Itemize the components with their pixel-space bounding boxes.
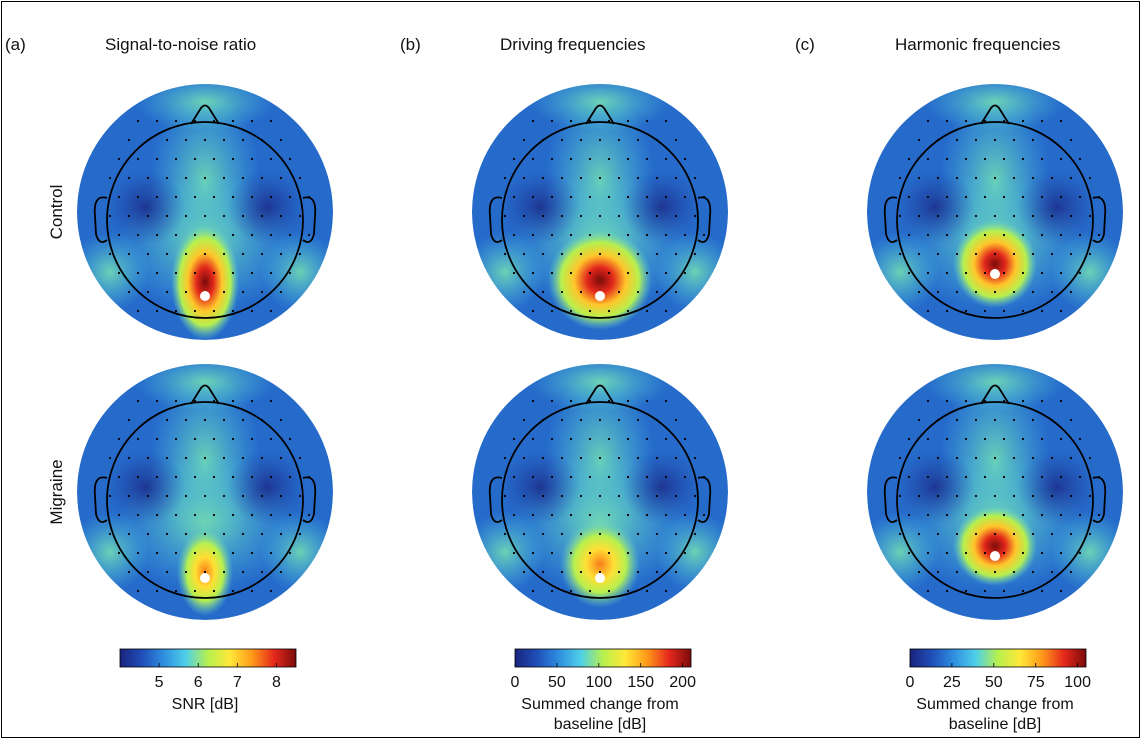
head-outline	[896, 121, 1094, 319]
colorbar-tick-label: 150	[627, 674, 654, 691]
left-ear-outline	[488, 476, 503, 523]
topomap-control	[77, 84, 333, 340]
electrode-grid	[898, 119, 1101, 313]
colorbar-label: Summed change from baseline [dB]	[916, 696, 1073, 733]
nose-outline	[585, 384, 615, 405]
row-label-control: Control	[47, 185, 66, 240]
nose-outline	[585, 104, 615, 125]
left-ear-outline	[93, 196, 108, 243]
electrode-grid	[108, 119, 311, 313]
colorbar-label: Summed change from baseline [dB]	[521, 696, 678, 733]
panel-letter: (b)	[400, 35, 421, 54]
colorbar-label: SNR [dB]	[172, 696, 239, 713]
panel-b: (b) Driving frequencies 0 50 100 150 200 Summed…	[400, 35, 728, 733]
peak-marker	[990, 551, 1000, 561]
colorbar-tick-label: 5	[155, 674, 164, 691]
topomap-control	[472, 84, 728, 340]
panel-letter: (a)	[5, 35, 26, 54]
nose-outline	[190, 104, 220, 125]
activation-hotspot	[171, 224, 239, 340]
peak-marker	[595, 573, 605, 583]
topomap-migraine	[472, 364, 728, 620]
colorbar-tick-label: 25	[943, 674, 961, 691]
colorbar: 0 50 100 150 200 Summed change from baseline […	[511, 648, 696, 733]
head-outline	[501, 401, 699, 599]
nose-outline	[190, 384, 220, 405]
colorbar-tick-label: 0	[511, 674, 520, 691]
left-ear-outline	[93, 476, 108, 523]
colorbar-tick-label: 50	[548, 674, 566, 691]
colorbar-tick-label: 6	[194, 674, 203, 691]
panel-title: Driving frequencies	[500, 35, 646, 54]
panel-letter: (c)	[795, 35, 815, 54]
panel-a: (a) Signal-to-noise ratio 5 6 7 8 SNR [dB]	[5, 35, 333, 713]
colorbar-tick-label: 75	[1027, 674, 1045, 691]
colorbar-tick-label: 100	[1064, 674, 1091, 691]
colorbar-tick-label: 8	[272, 674, 281, 691]
right-ear-outline	[1092, 196, 1107, 243]
colorbar-gradient	[119, 648, 297, 668]
left-ear-outline	[488, 196, 503, 243]
right-ear-outline	[302, 476, 317, 523]
nose-outline	[980, 104, 1010, 125]
colorbar-gradient	[514, 648, 692, 668]
electrode-grid	[503, 399, 706, 593]
topomap-migraine	[77, 364, 333, 620]
right-ear-outline	[1092, 476, 1107, 523]
nose-outline	[980, 384, 1010, 405]
left-ear-outline	[883, 196, 898, 243]
colorbar: 0 25 50 75 100 Summed change from baseline [dB…	[906, 648, 1091, 733]
left-ear-outline	[883, 476, 898, 523]
peak-marker	[595, 291, 605, 301]
right-ear-outline	[697, 196, 712, 243]
peak-marker	[200, 291, 210, 301]
activation-hotspot	[560, 520, 640, 608]
peak-marker	[990, 269, 1000, 279]
activation-hotspot	[548, 230, 652, 330]
head-outline	[106, 401, 304, 599]
panel-c: (c) Harmonic frequencies 0 25 50 75 100 Summed …	[795, 35, 1123, 733]
colorbar-tick-label: 200	[669, 674, 696, 691]
right-ear-outline	[302, 196, 317, 243]
colorbar-tick-label: 0	[906, 674, 915, 691]
peak-marker	[200, 573, 210, 583]
electrode-grid	[108, 399, 311, 593]
colorbar-tick-label: 50	[985, 674, 1003, 691]
head-outline	[501, 121, 699, 319]
topomap-migraine	[867, 364, 1123, 620]
colorbar-tick-label: 7	[233, 674, 242, 691]
panel-title: Signal-to-noise ratio	[105, 35, 256, 54]
topomap-control	[867, 84, 1123, 340]
electrode-grid	[898, 399, 1101, 593]
activation-hotspot	[953, 220, 1037, 308]
colorbar-tick-label: 100	[585, 674, 612, 691]
head-outline	[106, 121, 304, 319]
activation-hotspot	[953, 506, 1037, 586]
right-ear-outline	[697, 476, 712, 523]
head-outline	[896, 401, 1094, 599]
colorbar: 5 6 7 8 SNR [dB]	[119, 648, 297, 713]
colorbar-gradient	[909, 648, 1087, 668]
panel-title: Harmonic frequencies	[895, 35, 1060, 54]
row-label-migraine: Migraine	[47, 459, 66, 524]
